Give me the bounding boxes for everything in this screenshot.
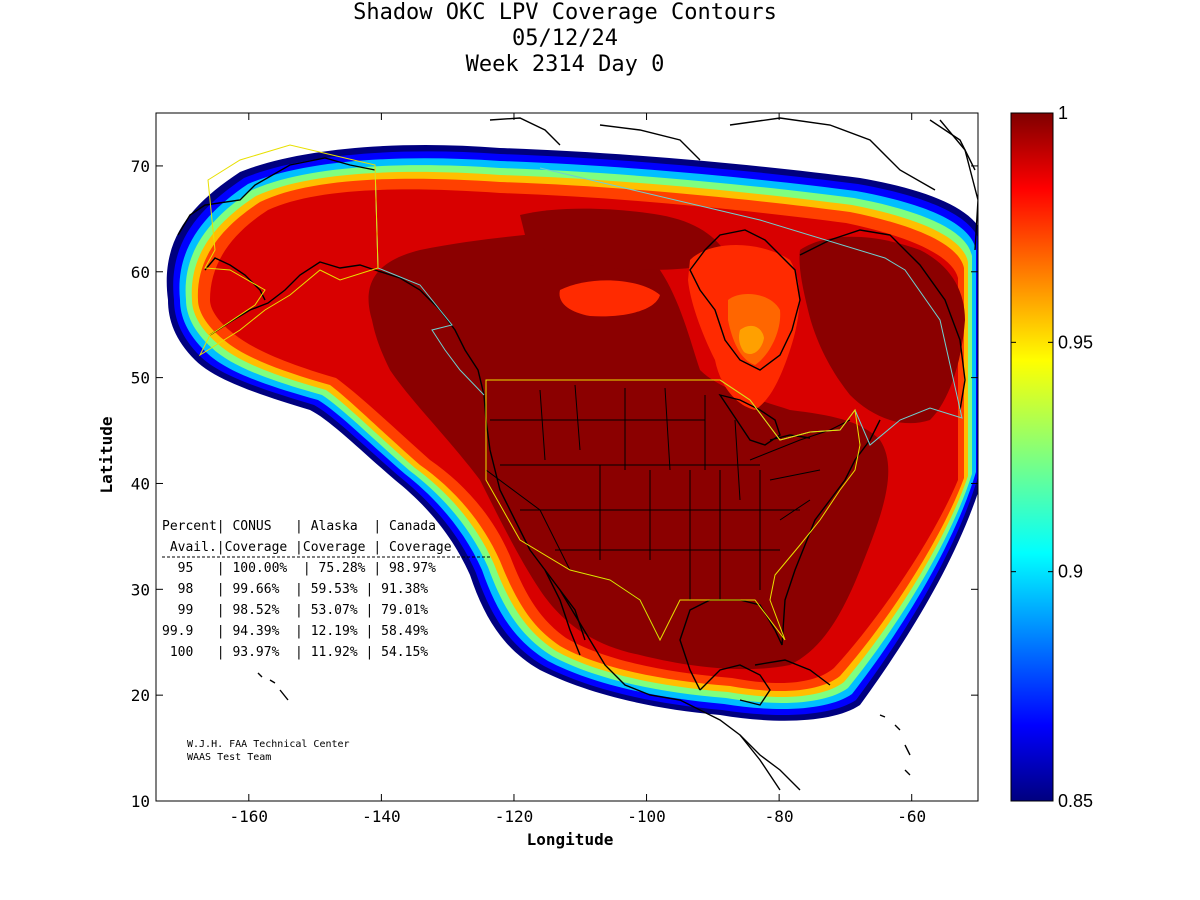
- table-row: 99 | 98.52% | 53.07% | 79.01%: [162, 603, 428, 618]
- y-tick-label: 70: [131, 157, 150, 176]
- y-tick-label: 40: [131, 474, 150, 493]
- coast-arctic-islands: [489, 117, 976, 191]
- plot-frame: [155, 112, 979, 802]
- credit-line-2: WAAS Test Team: [187, 752, 271, 763]
- coastlines: [177, 117, 978, 791]
- chart-date: 05/12/24: [512, 26, 618, 51]
- table-row: 95 | 100.00% | 75.28% | 98.97%: [162, 561, 436, 576]
- contour-1.00-main: [368, 231, 889, 670]
- contour-0.96-hudson: [739, 325, 764, 355]
- x-axis-title: Longitude: [527, 830, 614, 849]
- colorbar-label: 0.9: [1058, 562, 1083, 582]
- colorbar-label: 0.85: [1058, 791, 1093, 811]
- coast-central-america: [739, 734, 801, 791]
- table-row: 99.9 | 94.39% | 12.19% | 58.49%: [162, 624, 428, 639]
- x-tick-label: -100: [627, 807, 666, 826]
- region-boundaries: [198, 144, 963, 642]
- credit-line-1: W.J.H. FAA Technical Center: [187, 739, 350, 750]
- coast-greenland: [939, 119, 978, 251]
- chart-title: Shadow OKC LPV Coverage Contours: [353, 0, 777, 25]
- x-tick-label: -160: [230, 807, 269, 826]
- contour-1.00-nw: [520, 208, 730, 270]
- coast-greatlakes: [718, 393, 811, 446]
- coast-yucatan: [699, 664, 771, 706]
- y-tick-label: 20: [131, 686, 150, 705]
- coast-labrador: [799, 229, 966, 411]
- contour-1.00-east: [799, 236, 965, 424]
- x-tick-label: -80: [765, 807, 794, 826]
- y-tick-label: 50: [131, 369, 150, 388]
- y-tick-label: 30: [131, 580, 150, 599]
- table-header-2: Avail.|Coverage |Coverage | Coverage: [162, 540, 452, 555]
- coast-alaska: [177, 157, 376, 336]
- y-axis-title: Latitude: [97, 416, 116, 493]
- coverage-contours: [166, 145, 978, 721]
- chart-week: Week 2314 Day 0: [465, 52, 665, 77]
- y-axis: 10 20 30 40 50 60 70: [131, 157, 978, 811]
- colorbar: [1010, 112, 1054, 802]
- coast-hudson: [689, 229, 801, 371]
- colorbar-label: 0.95: [1058, 332, 1093, 352]
- table-row: 100 | 93.97% | 11.92% | 54.15%: [162, 645, 428, 660]
- x-tick-label: -140: [362, 807, 401, 826]
- coast-hawaii: [257, 672, 289, 701]
- contour-0.98-north: [559, 280, 660, 317]
- coverage-table: Percent| CONUS | Alaska | Canada Avail.|…: [162, 519, 490, 660]
- coast-baja: [544, 569, 586, 656]
- coast-west: [374, 269, 781, 791]
- coast-caribbean: [879, 714, 911, 776]
- y-tick-label: 60: [131, 263, 150, 282]
- x-tick-label: -60: [897, 807, 926, 826]
- table-header-1: Percent| CONUS | Alaska | Canada: [162, 519, 436, 534]
- colorbar-label: 1: [1058, 103, 1068, 123]
- x-tick-label: -120: [495, 807, 534, 826]
- coast-cuba: [754, 659, 831, 686]
- coast-gulf: [679, 419, 881, 691]
- table-row: 98 | 99.66% | 59.53% | 91.38%: [162, 582, 428, 597]
- x-axis: -160 -140 -120 -100 -80 -60: [230, 113, 926, 826]
- y-tick-label: 10: [131, 792, 150, 811]
- colorbar-ticks: 1 0.95 0.9 0.85: [1011, 103, 1093, 811]
